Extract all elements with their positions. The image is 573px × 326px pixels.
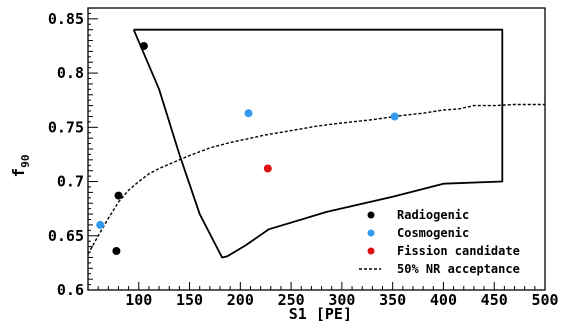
- y-tick-label: 0.85: [48, 10, 84, 28]
- x-tick-label: 100: [125, 291, 152, 309]
- x-tick-label: 400: [430, 291, 457, 309]
- legend-swatch-radiogenic: [367, 211, 375, 219]
- x-tick-label: 250: [278, 291, 305, 309]
- x-axis: 100 150 200 250 300 350 400 450 500: [87, 282, 559, 309]
- y-tick-label: 0.65: [48, 227, 84, 245]
- y-tick-label: 0.75: [48, 118, 84, 136]
- data-point-fission-0: [263, 164, 272, 173]
- legend-label: 50% NR acceptance: [397, 262, 520, 276]
- legend-label: Fission candidate: [397, 244, 520, 258]
- x-tick-label: 200: [227, 291, 254, 309]
- data-point-radiogenic-2: [112, 247, 121, 255]
- y-tick-label: 0.6: [57, 281, 84, 299]
- legend-swatch-fission: [367, 247, 375, 255]
- data-point-cosmogenic-2: [96, 220, 105, 229]
- x-tick-label: 500: [531, 291, 558, 309]
- y-tick-label: 0.7: [57, 173, 84, 191]
- y-axis-title-main: f: [9, 168, 28, 178]
- x-axis-title: S1 [PE]: [289, 305, 352, 322]
- x-tick-label: 150: [176, 291, 203, 309]
- data-point-radiogenic-1: [114, 191, 123, 200]
- legend-label: Cosmogenic: [397, 226, 469, 240]
- signal-region-outline: [132, 28, 504, 259]
- x-tick-label: 300: [328, 291, 355, 309]
- y-axis: 0.6 0.65 0.7 0.75 0.8 0.85: [48, 7, 98, 299]
- acceptance-curve-layer: [87, 103, 545, 255]
- x-tick-label: 450: [481, 291, 508, 309]
- data-points-layer: [96, 42, 399, 255]
- data-point-cosmogenic-1: [390, 112, 399, 121]
- legend-swatch-cosmogenic: [367, 229, 375, 237]
- legend-label: Radiogenic: [397, 208, 469, 222]
- data-point-radiogenic-0: [139, 42, 148, 50]
- y-tick-label: 0.8: [57, 64, 84, 82]
- signal-region-layer: [132, 28, 504, 259]
- x-tick-label: 350: [379, 291, 406, 309]
- y-axis-title-subscript: 90: [19, 155, 32, 168]
- data-point-cosmogenic-0: [244, 109, 253, 118]
- y-axis-title: f90: [9, 155, 32, 178]
- legend: Radiogenic Cosmogenic Fission candidate 50%…: [359, 208, 520, 276]
- acceptance-curve: [87, 103, 545, 255]
